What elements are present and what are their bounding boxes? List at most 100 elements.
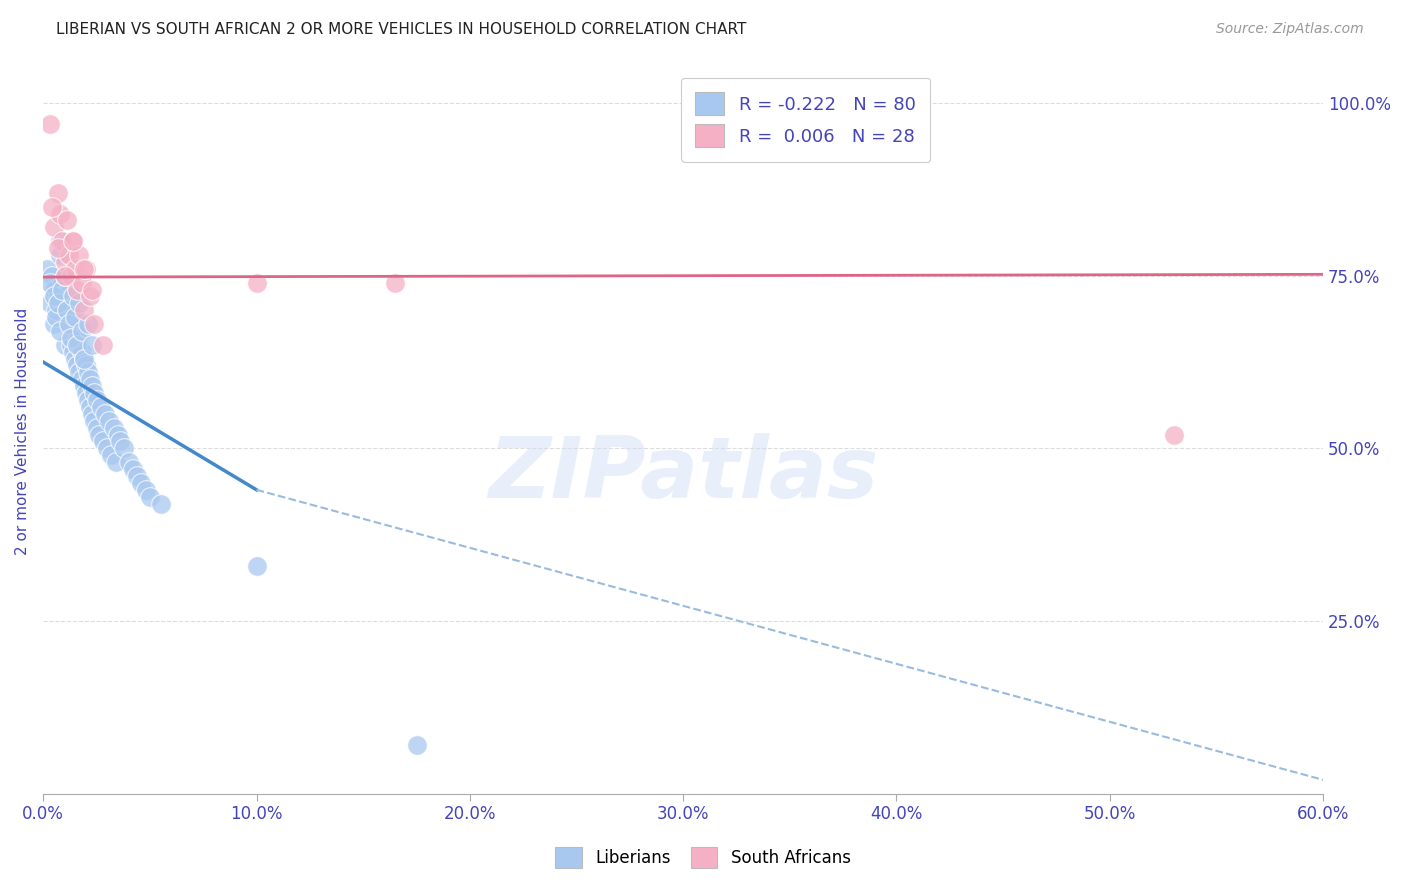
Point — [82, 407, 104, 421]
Point — [69, 296, 91, 310]
Point — [38, 296, 60, 310]
Point — [51, 283, 73, 297]
Point — [42, 289, 65, 303]
Point — [79, 289, 101, 303]
Point — [117, 455, 139, 469]
Point — [53, 255, 76, 269]
Point — [70, 372, 93, 386]
Point — [131, 475, 153, 490]
Point — [86, 420, 108, 434]
Point — [83, 317, 105, 331]
Point — [112, 442, 135, 456]
Point — [41, 200, 63, 214]
Point — [149, 497, 172, 511]
Point — [73, 379, 96, 393]
Point — [66, 359, 89, 373]
Point — [42, 317, 65, 331]
Point — [79, 372, 101, 386]
Point — [82, 379, 104, 393]
Point — [55, 303, 77, 318]
Point — [53, 289, 76, 303]
Point — [103, 420, 125, 434]
Point — [82, 338, 104, 352]
Point — [107, 427, 129, 442]
Point — [49, 324, 72, 338]
Point — [66, 331, 89, 345]
Point — [245, 558, 267, 573]
Point — [75, 261, 97, 276]
Point — [83, 414, 105, 428]
Point — [405, 739, 427, 753]
Point — [82, 283, 104, 297]
Point — [55, 303, 77, 318]
Point — [62, 234, 84, 248]
Point — [63, 324, 86, 338]
Point — [384, 276, 406, 290]
Point — [59, 303, 82, 318]
Point — [77, 365, 100, 379]
Point — [51, 276, 73, 290]
Point — [42, 283, 65, 297]
Point — [63, 261, 86, 276]
Point — [139, 490, 162, 504]
Point — [45, 303, 67, 318]
Point — [51, 234, 73, 248]
Point — [75, 359, 97, 373]
Point — [135, 483, 157, 497]
Point — [62, 344, 84, 359]
Point — [58, 317, 80, 331]
Point — [55, 213, 77, 227]
Point — [73, 351, 96, 366]
Point — [70, 324, 93, 338]
Point — [108, 434, 131, 449]
Point — [62, 234, 84, 248]
Point — [121, 462, 143, 476]
Point — [104, 455, 127, 469]
Text: LIBERIAN VS SOUTH AFRICAN 2 OR MORE VEHICLES IN HOUSEHOLD CORRELATION CHART: LIBERIAN VS SOUTH AFRICAN 2 OR MORE VEHI… — [56, 22, 747, 37]
Legend: Liberians, South Africans: Liberians, South Africans — [548, 840, 858, 875]
Point — [66, 338, 89, 352]
Point — [49, 206, 72, 220]
Point — [63, 351, 86, 366]
Point — [58, 317, 80, 331]
Point — [63, 310, 86, 325]
Point — [73, 261, 96, 276]
Point — [49, 248, 72, 262]
Text: Source: ZipAtlas.com: Source: ZipAtlas.com — [1216, 22, 1364, 37]
Point — [98, 414, 121, 428]
Point — [91, 434, 114, 449]
Point — [66, 283, 89, 297]
Point — [69, 338, 91, 352]
Point — [245, 276, 267, 290]
Point — [77, 317, 100, 331]
Point — [45, 310, 67, 325]
Point — [125, 469, 148, 483]
Point — [53, 268, 76, 283]
Point — [59, 331, 82, 345]
Point — [86, 392, 108, 407]
Point — [90, 400, 112, 414]
Legend: R = -0.222   N = 80, R =  0.006   N = 28: R = -0.222 N = 80, R = 0.006 N = 28 — [681, 78, 931, 161]
Point — [53, 268, 76, 283]
Point — [77, 392, 100, 407]
Point — [83, 386, 105, 401]
Point — [38, 117, 60, 131]
Point — [75, 386, 97, 401]
Point — [42, 220, 65, 235]
Point — [94, 407, 117, 421]
Point — [37, 261, 59, 276]
Point — [41, 268, 63, 283]
Point — [91, 338, 114, 352]
Point — [58, 248, 80, 262]
Point — [62, 289, 84, 303]
Point — [53, 338, 76, 352]
Y-axis label: 2 or more Vehicles in Household: 2 or more Vehicles in Household — [15, 308, 30, 555]
Point — [69, 365, 91, 379]
Point — [100, 448, 122, 462]
Point — [70, 344, 93, 359]
Point — [73, 351, 96, 366]
Point — [87, 427, 110, 442]
Point — [59, 338, 82, 352]
Point — [49, 234, 72, 248]
Point — [46, 296, 69, 310]
